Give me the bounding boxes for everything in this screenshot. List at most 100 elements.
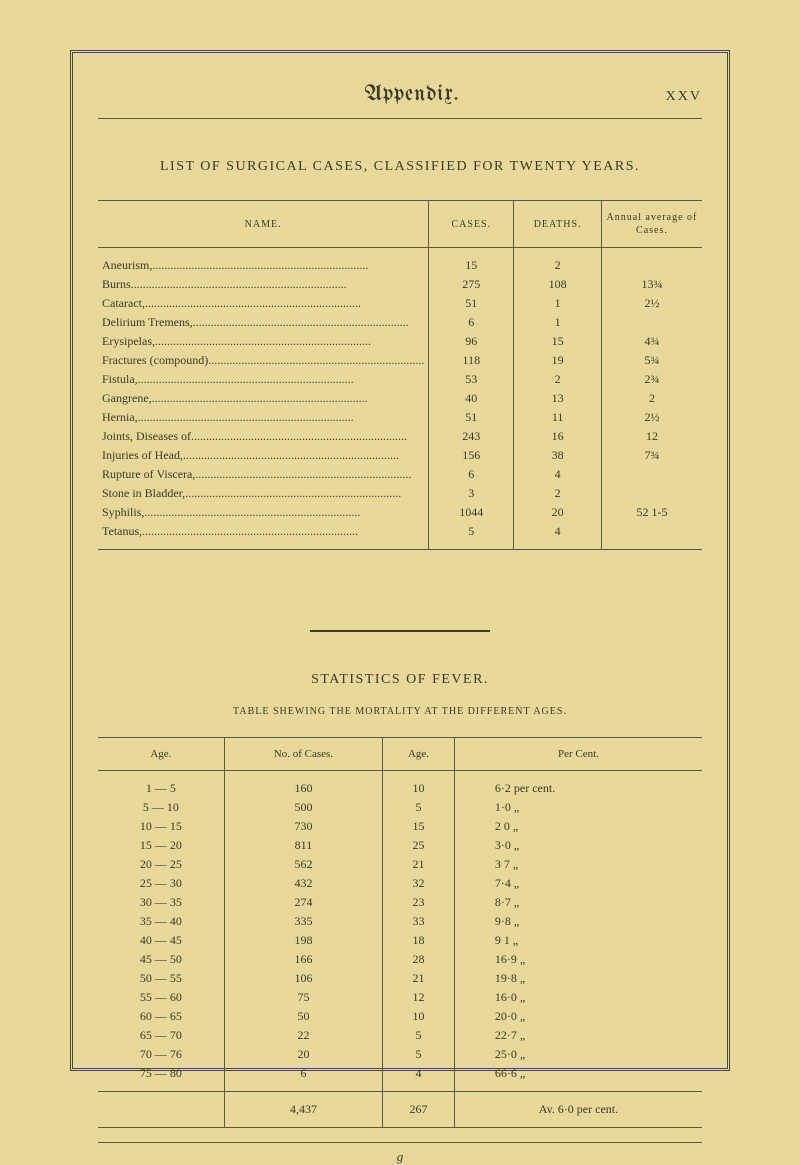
- fever-age2: 10: [383, 1007, 455, 1026]
- table-row: 45 — 501662816·9 „: [98, 950, 702, 969]
- surgical-cases: 15: [429, 248, 514, 276]
- fever-age2: 15: [383, 817, 455, 836]
- surgical-avg: 2½: [601, 408, 702, 427]
- table-row: 40 — 45198189 1 „: [98, 931, 702, 950]
- section-divider: [310, 630, 490, 632]
- surgical-avg: [601, 484, 702, 503]
- fever-cases: 730: [224, 817, 382, 836]
- page-header: Appendix. XXV: [98, 83, 702, 119]
- table-row: Stone in Bladder, ......................…: [98, 484, 702, 503]
- surgical-avg: 2½: [601, 294, 702, 313]
- fever-age2: 21: [383, 969, 455, 988]
- fever-age2: 10: [383, 771, 455, 799]
- surgical-name: Injuries of Head, ......................…: [98, 446, 429, 465]
- surgical-name: Cataract, ..............................…: [98, 294, 429, 313]
- fever-total-avg: Av. 6·0 per cent.: [454, 1092, 702, 1128]
- surgical-cases: 275: [429, 275, 514, 294]
- col-avg: Annual average of Cases.: [601, 201, 702, 248]
- surgical-name: Erysipelas, ............................…: [98, 332, 429, 351]
- fever-cases: 335: [224, 912, 382, 931]
- fever-age: 25 — 30: [98, 874, 224, 893]
- fever-cases: 562: [224, 855, 382, 874]
- fever-percent: 3·0 „: [454, 836, 702, 855]
- surgical-cases: 156: [429, 446, 514, 465]
- surgical-name: Delirium Tremens, ......................…: [98, 313, 429, 332]
- fever-age2: 25: [383, 836, 455, 855]
- fever-age2: 21: [383, 855, 455, 874]
- fever-cases: 20: [224, 1045, 382, 1064]
- signature-mark: g: [98, 1142, 702, 1165]
- fever-col-percent: Per Cent.: [454, 738, 702, 771]
- surgical-avg: 2: [601, 389, 702, 408]
- surgical-name: Aneurism, ..............................…: [98, 248, 429, 276]
- fever-cases: 432: [224, 874, 382, 893]
- fever-age: 45 — 50: [98, 950, 224, 969]
- fever-age2: 5: [383, 1026, 455, 1045]
- table-row: 20 — 25562213 7 „: [98, 855, 702, 874]
- fever-percent: 2 0 „: [454, 817, 702, 836]
- fever-cases: 6: [224, 1064, 382, 1092]
- surgical-cases: 3: [429, 484, 514, 503]
- surgical-name: Rupture of Viscera, ....................…: [98, 465, 429, 484]
- surgical-avg: [601, 465, 702, 484]
- surgical-deaths: 20: [514, 503, 602, 522]
- fever-age2: 23: [383, 893, 455, 912]
- fever-age: 15 — 20: [98, 836, 224, 855]
- fever-age: 70 — 76: [98, 1045, 224, 1064]
- table-row: Fractures (compound) ...................…: [98, 351, 702, 370]
- fever-age: 50 — 55: [98, 969, 224, 988]
- table-row: 65 — 7022522·7 „: [98, 1026, 702, 1045]
- fever-percent: 1·0 „: [454, 798, 702, 817]
- page-number: XXV: [666, 89, 702, 105]
- fever-col-age2: Age.: [383, 738, 455, 771]
- table-row: Injuries of Head, ......................…: [98, 446, 702, 465]
- surgical-deaths: 1: [514, 294, 602, 313]
- col-name: NAME.: [98, 201, 429, 248]
- fever-table: Age. No. of Cases. Age. Per Cent. 1 — 51…: [98, 737, 702, 1128]
- fever-total-blank: [98, 1092, 224, 1128]
- surgical-cases: 96: [429, 332, 514, 351]
- fever-age2: 4: [383, 1064, 455, 1092]
- fever-age: 65 — 70: [98, 1026, 224, 1045]
- table-row: 75 — 806466·6 „: [98, 1064, 702, 1092]
- header-title: Appendix.: [158, 83, 666, 106]
- surgical-deaths: 16: [514, 427, 602, 446]
- surgical-table: NAME. CASES. DEATHS. Annual average of C…: [98, 200, 702, 550]
- fever-age: 1 — 5: [98, 771, 224, 799]
- surgical-name: Fistula, ...............................…: [98, 370, 429, 389]
- surgical-cases: 51: [429, 408, 514, 427]
- table-row: Erysipelas, ............................…: [98, 332, 702, 351]
- surgical-deaths: 2: [514, 484, 602, 503]
- fever-age2: 32: [383, 874, 455, 893]
- surgical-deaths: 2: [514, 370, 602, 389]
- surgical-name: Fractures (compound) ...................…: [98, 351, 429, 370]
- table-row: 25 — 30432327·4 „: [98, 874, 702, 893]
- fever-cases: 274: [224, 893, 382, 912]
- surgical-deaths: 19: [514, 351, 602, 370]
- table-row: Burns ..................................…: [98, 275, 702, 294]
- surgical-avg: [601, 248, 702, 276]
- surgical-deaths: 1: [514, 313, 602, 332]
- fever-cases: 811: [224, 836, 382, 855]
- surgical-deaths: 13: [514, 389, 602, 408]
- fever-percent: 6·2 per cent.: [454, 771, 702, 799]
- fever-percent: 25·0 „: [454, 1045, 702, 1064]
- table-row: Delirium Tremens, ......................…: [98, 313, 702, 332]
- table-row: Aneurism, ..............................…: [98, 248, 702, 276]
- surgical-cases: 1044: [429, 503, 514, 522]
- fever-age2: 5: [383, 1045, 455, 1064]
- fever-percent: 16·9 „: [454, 950, 702, 969]
- fever-col-cases: No. of Cases.: [224, 738, 382, 771]
- fever-subtitle: TABLE SHEWING THE MORTALITY AT THE DIFFE…: [98, 706, 702, 717]
- surgical-deaths: 4: [514, 465, 602, 484]
- surgical-avg: 12: [601, 427, 702, 446]
- fever-age: 60 — 65: [98, 1007, 224, 1026]
- surgical-title: LIST OF SURGICAL CASES, CLASSIFIED FOR T…: [98, 159, 702, 175]
- fever-cases: 166: [224, 950, 382, 969]
- fever-age2: 33: [383, 912, 455, 931]
- fever-total-cases: 4,437: [224, 1092, 382, 1128]
- fever-age: 5 — 10: [98, 798, 224, 817]
- surgical-deaths: 108: [514, 275, 602, 294]
- fever-age: 35 — 40: [98, 912, 224, 931]
- surgical-avg: 7¾: [601, 446, 702, 465]
